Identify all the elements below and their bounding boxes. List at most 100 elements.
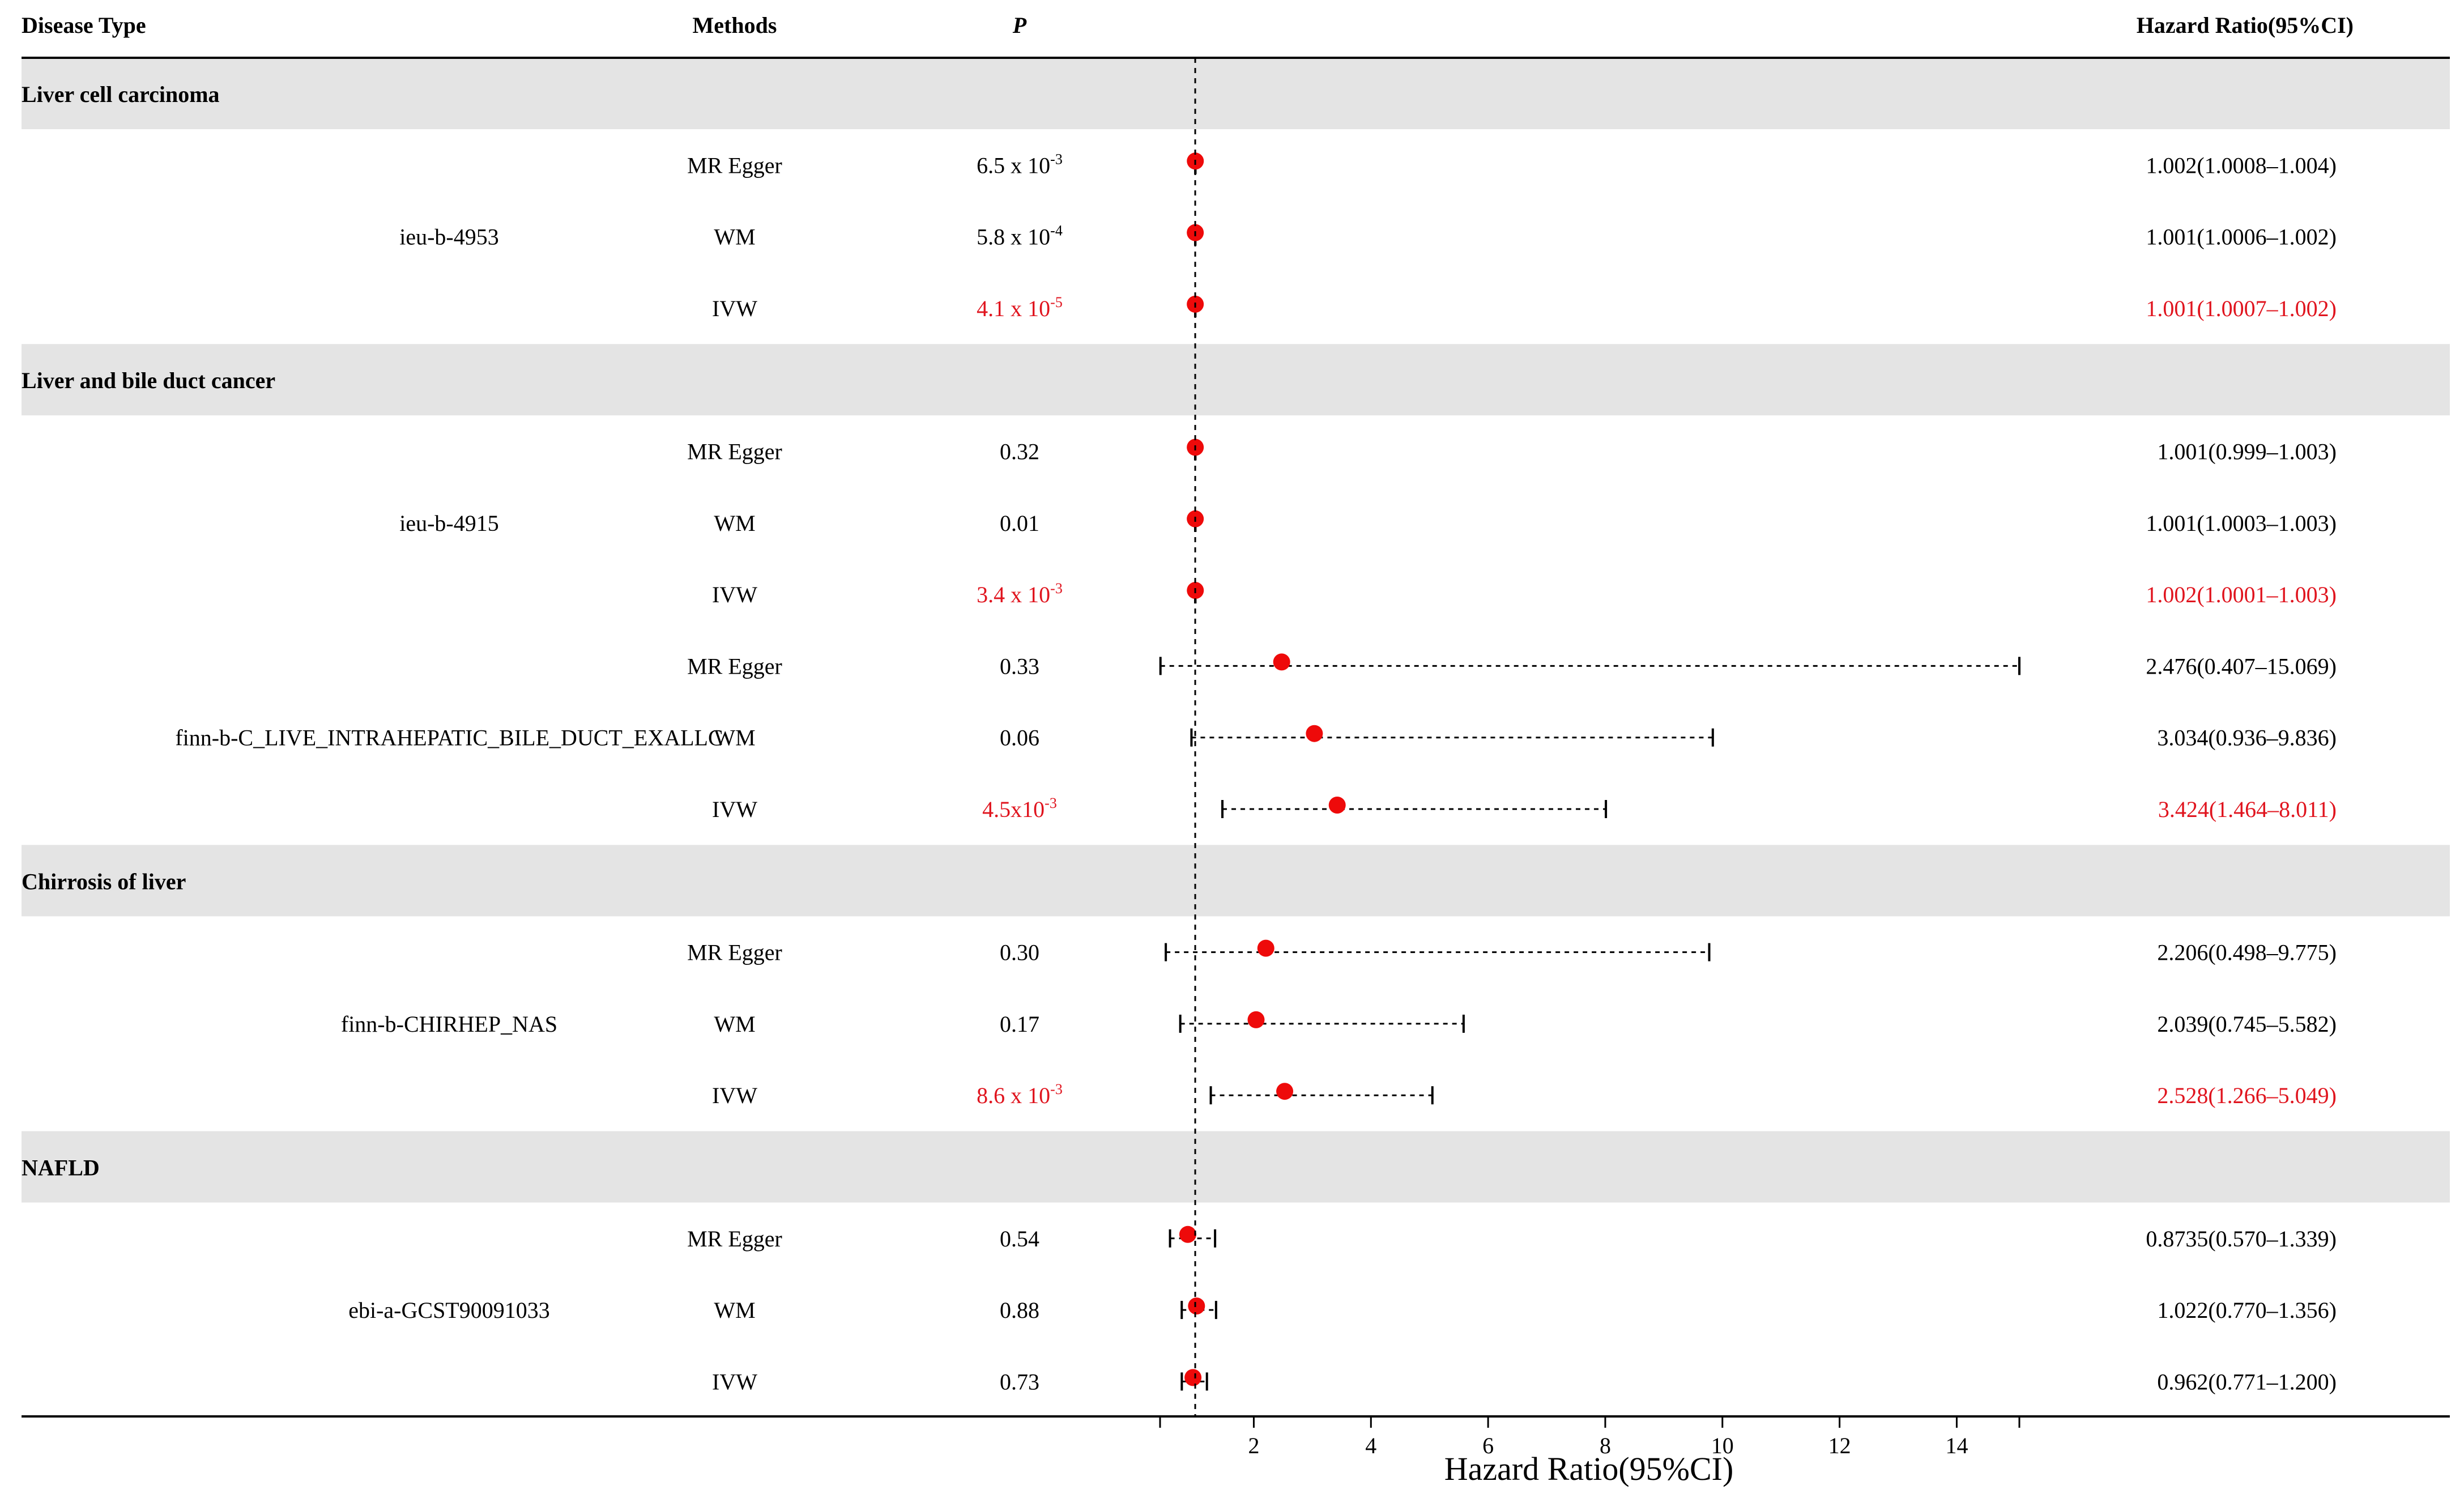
method-label: MR Egger bbox=[687, 940, 782, 965]
method-label: WM bbox=[714, 1011, 755, 1037]
hazard-ratio-text: 1.002(1.0008–1.004) bbox=[2146, 152, 2337, 178]
p-value: 4.5x10-3 bbox=[982, 795, 1057, 822]
hazard-ratio-text: 0.8735(0.570–1.339) bbox=[2146, 1226, 2337, 1252]
header-hazard-ratio: Hazard Ratio(95%CI) bbox=[2137, 12, 2354, 38]
header-methods: Methods bbox=[693, 12, 777, 38]
dataset-label: ieu-b-4953 bbox=[399, 224, 499, 250]
point-estimate bbox=[1188, 1297, 1205, 1315]
x-tick-label: 10 bbox=[1711, 1433, 1734, 1458]
method-label: IVW bbox=[712, 1369, 757, 1394]
x-tick-label: 2 bbox=[1248, 1433, 1259, 1458]
x-axis: 2 4 6 8 10 12 14 bbox=[1159, 1415, 2020, 1458]
point-estimate bbox=[1276, 1083, 1294, 1100]
group-bands bbox=[22, 58, 2450, 1203]
hazard-ratio-text: 1.001(1.0006–1.002) bbox=[2146, 224, 2337, 250]
method-label: MR Egger bbox=[687, 152, 782, 178]
p-value-base: 0.54 bbox=[1000, 1226, 1039, 1252]
p-value: 3.4 x 10-3 bbox=[977, 580, 1063, 607]
p-value: 8.6 x 10-3 bbox=[977, 1081, 1063, 1108]
x-tick-label: 4 bbox=[1365, 1433, 1376, 1458]
hazard-ratio-text: 1.002(1.0001–1.003) bbox=[2146, 582, 2337, 607]
x-tick-label: 12 bbox=[1828, 1433, 1851, 1458]
p-value: 5.8 x 10-4 bbox=[977, 223, 1063, 250]
group-band bbox=[22, 58, 2450, 129]
method-label: IVW bbox=[712, 296, 757, 321]
p-value-base: 5.8 x 10 bbox=[977, 224, 1050, 250]
p-value: 0.54 bbox=[1000, 1226, 1039, 1252]
hazard-ratio-text: 1.001(1.0007–1.002) bbox=[2146, 296, 2337, 321]
point-estimate bbox=[1328, 797, 1346, 814]
ci-marks bbox=[1159, 152, 2020, 1391]
header-disease-type: Disease Type bbox=[22, 12, 146, 38]
p-value: 4.1 x 10-5 bbox=[977, 294, 1063, 321]
p-value: 6.5 x 10-3 bbox=[977, 151, 1063, 178]
hazard-ratio-text: 2.528(1.266–5.049) bbox=[2157, 1083, 2337, 1108]
p-value-base: 0.01 bbox=[1000, 510, 1039, 536]
x-tick-label: 8 bbox=[1600, 1433, 1611, 1458]
method-label: MR Egger bbox=[687, 1226, 782, 1252]
p-value-exponent: -3 bbox=[1050, 1081, 1063, 1097]
x-tick-label: 14 bbox=[1945, 1433, 1968, 1458]
x-tick-label: 6 bbox=[1482, 1433, 1494, 1458]
group-title: Chirrosis of liver bbox=[22, 869, 186, 894]
dataset-label: ieu-b-4915 bbox=[399, 510, 499, 536]
hazard-ratio-text: 2.476(0.407–15.069) bbox=[2146, 653, 2337, 679]
p-value: 0.01 bbox=[1000, 510, 1039, 536]
group-title: NAFLD bbox=[22, 1155, 100, 1181]
p-value-exponent: -3 bbox=[1050, 151, 1063, 167]
point-estimate bbox=[1306, 725, 1323, 742]
p-value: 0.88 bbox=[1000, 1297, 1039, 1323]
point-estimate bbox=[1257, 939, 1274, 957]
hazard-ratio-text: 1.001(1.0003–1.003) bbox=[2146, 510, 2337, 536]
method-label: WM bbox=[714, 1297, 755, 1323]
point-estimate bbox=[1273, 653, 1290, 671]
method-label: IVW bbox=[712, 1083, 757, 1108]
table-labels: Liver cell carcinoma ieu-b-4953 MR Egger 6.… bbox=[22, 82, 2337, 1394]
p-value: 0.17 bbox=[1000, 1011, 1039, 1037]
p-value-base: 3.4 x 10 bbox=[977, 582, 1050, 607]
group-band bbox=[22, 344, 2450, 416]
p-value: 0.06 bbox=[1000, 725, 1039, 751]
method-label: MR Egger bbox=[687, 653, 782, 679]
x-axis-label: Hazard Ratio(95%CI) bbox=[1444, 1450, 1734, 1487]
hazard-ratio-text: 3.034(0.936–9.836) bbox=[2157, 725, 2337, 751]
p-value-exponent: -5 bbox=[1050, 294, 1063, 310]
group-band bbox=[22, 1131, 2450, 1203]
hazard-ratio-text: 2.039(0.745–5.582) bbox=[2157, 1011, 2337, 1037]
column-headers: Disease Type Methods P Hazard Ratio(95%C… bbox=[22, 12, 2354, 38]
hazard-ratio-text: 1.022(0.770–1.356) bbox=[2157, 1297, 2337, 1323]
dataset-label: finn-b-C_LIVE_INTRAHEPATIC_BILE_DUCT_EXA… bbox=[175, 725, 723, 751]
point-estimate bbox=[1179, 1225, 1196, 1243]
hazard-ratio-text: 2.206(0.498–9.775) bbox=[2157, 940, 2337, 965]
header-p: P bbox=[1012, 12, 1027, 38]
p-value-exponent: -4 bbox=[1050, 223, 1063, 239]
p-value-base: 0.73 bbox=[1000, 1369, 1039, 1394]
group-title: Liver and bile duct cancer bbox=[22, 368, 275, 393]
method-label: WM bbox=[714, 725, 755, 751]
p-value-base: 0.88 bbox=[1000, 1297, 1039, 1323]
p-value: 0.32 bbox=[1000, 439, 1039, 465]
hazard-ratio-text: 3.424(1.464–8.011) bbox=[2158, 797, 2337, 822]
p-value-base: 0.33 bbox=[1000, 653, 1039, 679]
p-value-base: 0.06 bbox=[1000, 725, 1039, 751]
point-estimate bbox=[1184, 1369, 1202, 1386]
point-estimate bbox=[1247, 1011, 1265, 1028]
p-value-base: 6.5 x 10 bbox=[977, 152, 1050, 178]
p-value: 0.30 bbox=[1000, 940, 1039, 965]
dataset-label: ebi-a-GCST90091033 bbox=[348, 1297, 550, 1323]
p-value-base: 4.1 x 10 bbox=[977, 296, 1050, 321]
dataset-label: finn-b-CHIRHEP_NAS bbox=[341, 1011, 557, 1037]
method-label: WM bbox=[714, 510, 755, 536]
p-value-base: 0.17 bbox=[1000, 1011, 1039, 1037]
p-value-exponent: -3 bbox=[1045, 795, 1057, 811]
p-value-base: 0.32 bbox=[1000, 439, 1039, 465]
method-label: WM bbox=[714, 224, 755, 250]
p-value-base: 0.30 bbox=[1000, 940, 1039, 965]
hazard-ratio-text: 0.962(0.771–1.200) bbox=[2157, 1369, 2337, 1394]
p-value-base: 4.5x10 bbox=[982, 797, 1045, 822]
group-title: Liver cell carcinoma bbox=[22, 82, 220, 107]
p-value: 0.73 bbox=[1000, 1369, 1039, 1394]
group-band bbox=[22, 845, 2450, 917]
p-value: 0.33 bbox=[1000, 653, 1039, 679]
